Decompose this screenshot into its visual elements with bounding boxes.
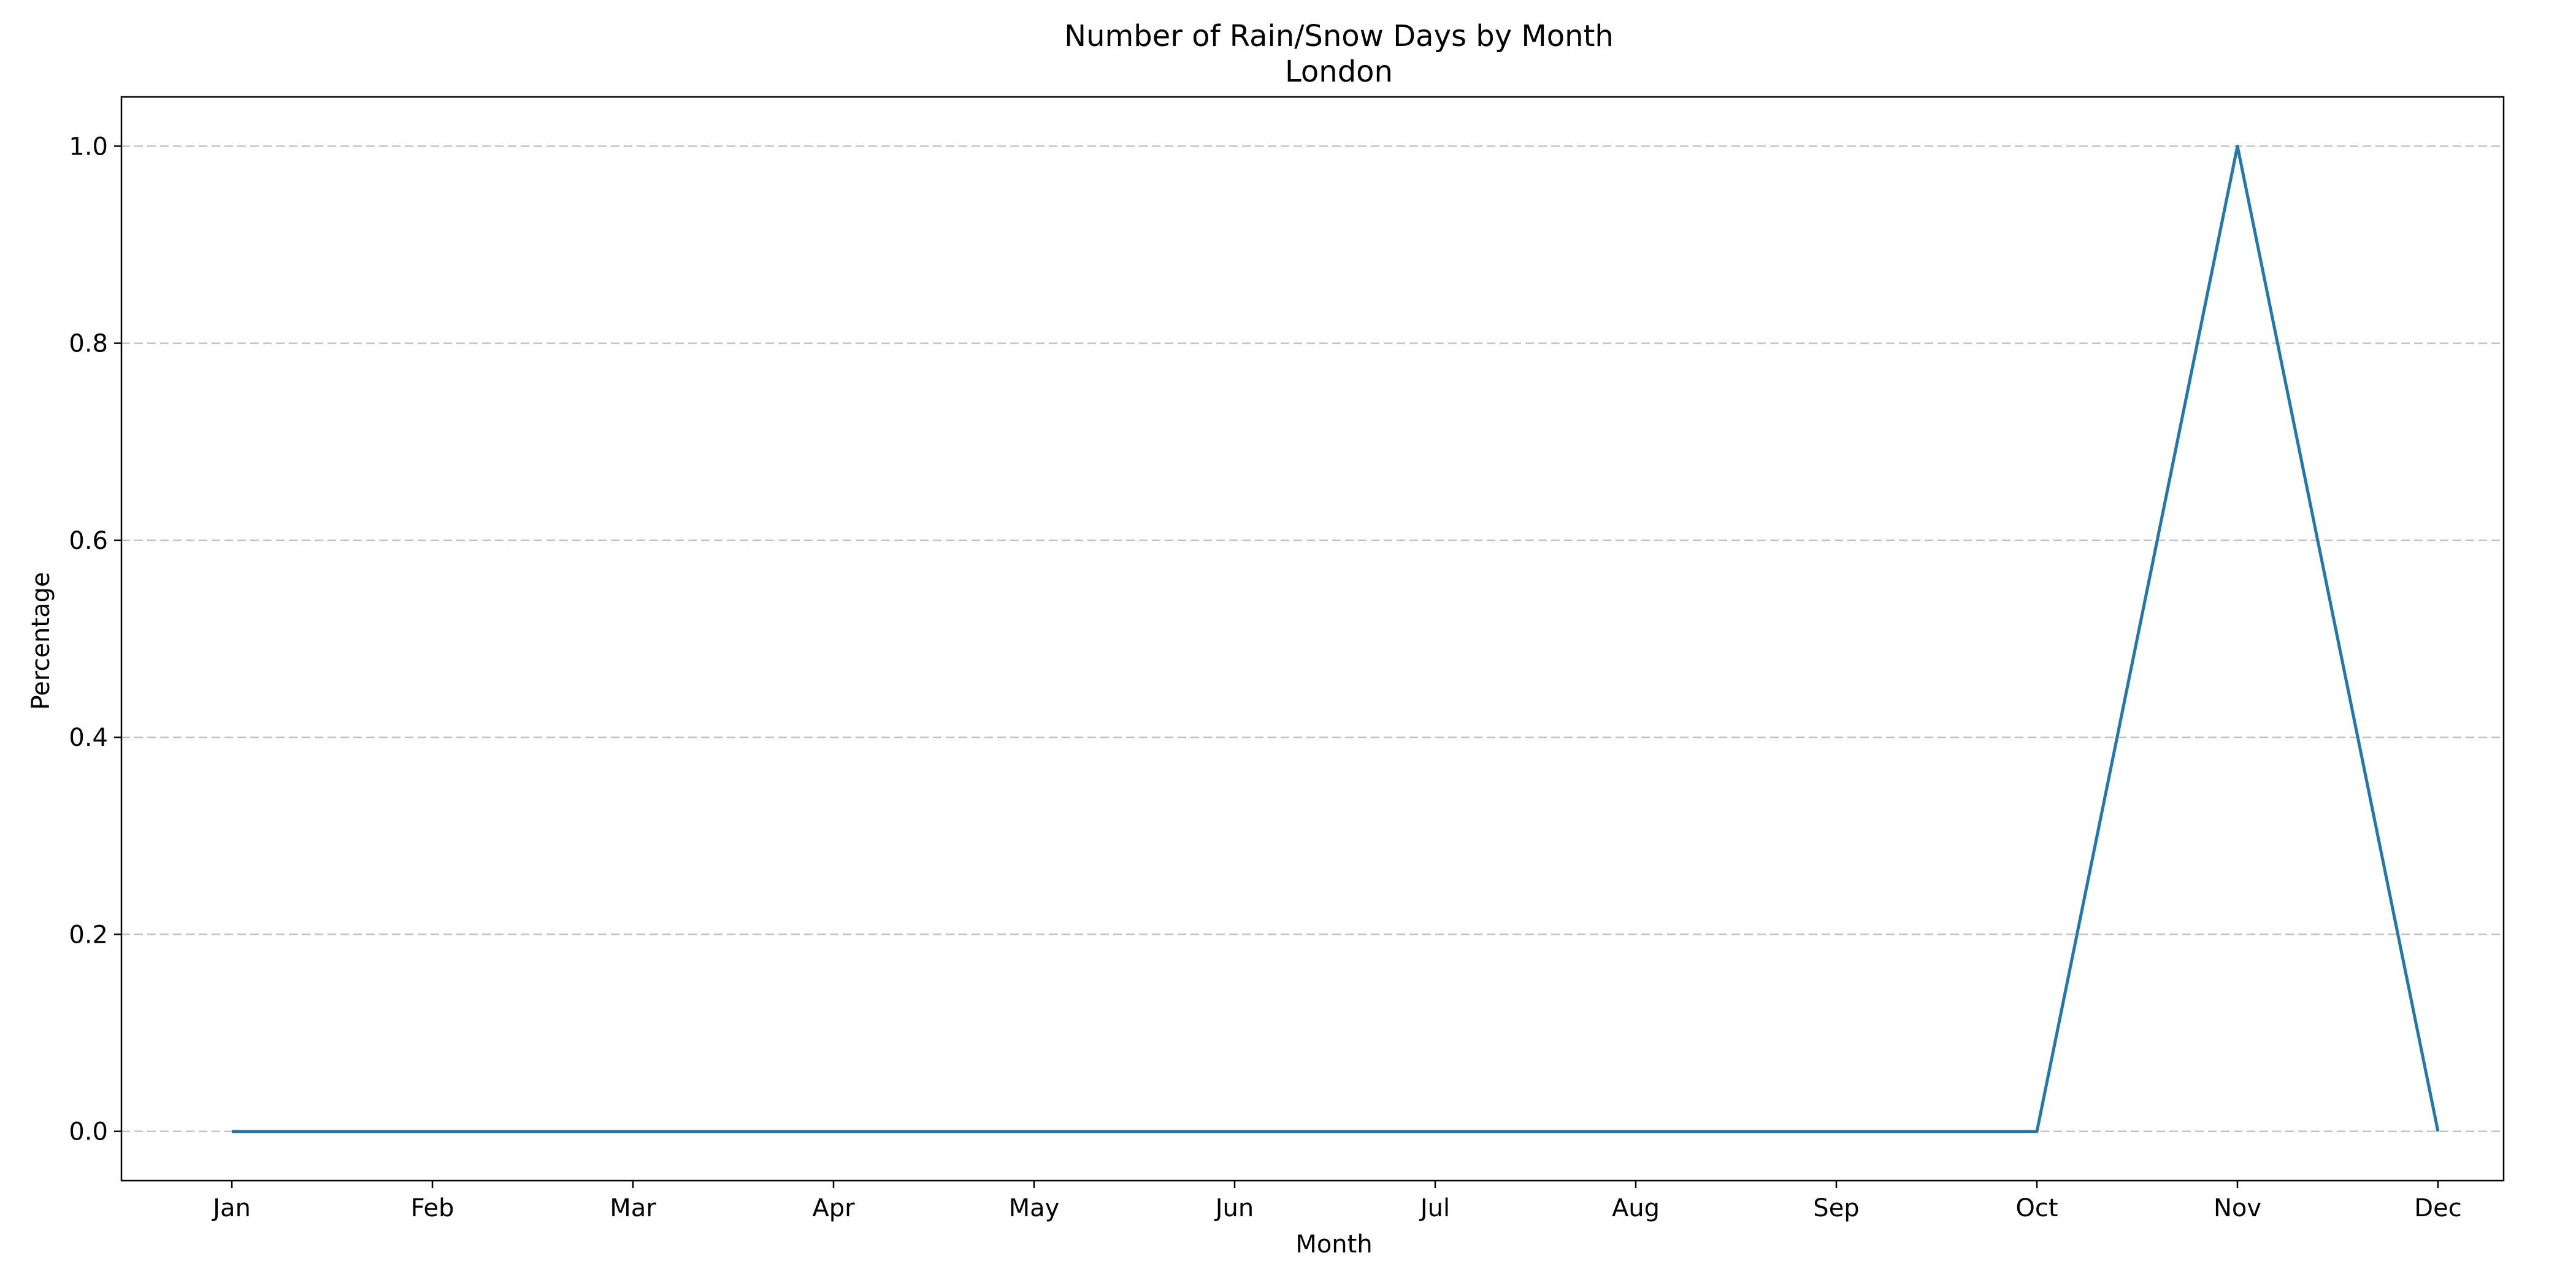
y-tick-label: 0.4 — [69, 724, 108, 752]
y-tick-label: 0.0 — [69, 1118, 108, 1146]
x-tick-label: Nov — [2214, 1194, 2261, 1222]
series-line — [232, 144, 2440, 1133]
series-lines — [232, 144, 2440, 1133]
chart-subtitle: London — [1285, 55, 1393, 89]
y-axis-ticks: 0.0 0.2 0.4 0.6 0.8 1.0 — [69, 132, 121, 1146]
x-tick-label: Oct — [2015, 1194, 2058, 1222]
x-tick-label: Mar — [610, 1194, 656, 1222]
x-axis-ticks: Jan Feb Mar Apr May Jun Jul Aug Sep Oct Nov Dec — [211, 1181, 2462, 1222]
chart-title: Number of Rain/Snow Days by Month — [1064, 19, 1614, 53]
x-tick-label: Jun — [1214, 1194, 1254, 1222]
plot-frame — [120, 96, 2505, 1182]
y-tick-label: 0.8 — [69, 330, 108, 358]
x-tick-label: Jul — [1419, 1194, 1450, 1222]
x-tick-label: Dec — [2414, 1194, 2461, 1222]
y-tick-label: 0.6 — [69, 527, 108, 555]
y-gridlines — [121, 145, 2504, 1132]
y-tick-label: 0.2 — [69, 921, 108, 949]
y-axis-label: Percentage — [27, 572, 55, 710]
x-tick-label: Feb — [411, 1194, 454, 1222]
x-tick-label: Apr — [812, 1194, 855, 1222]
x-tick-label: Jan — [211, 1194, 251, 1222]
y-tick-label: 1.0 — [69, 132, 108, 161]
x-axis-label: Month — [1295, 1230, 1372, 1259]
x-tick-label: Sep — [1813, 1194, 1859, 1222]
x-tick-label: May — [1009, 1194, 1060, 1222]
x-tick-label: Aug — [1612, 1194, 1660, 1222]
